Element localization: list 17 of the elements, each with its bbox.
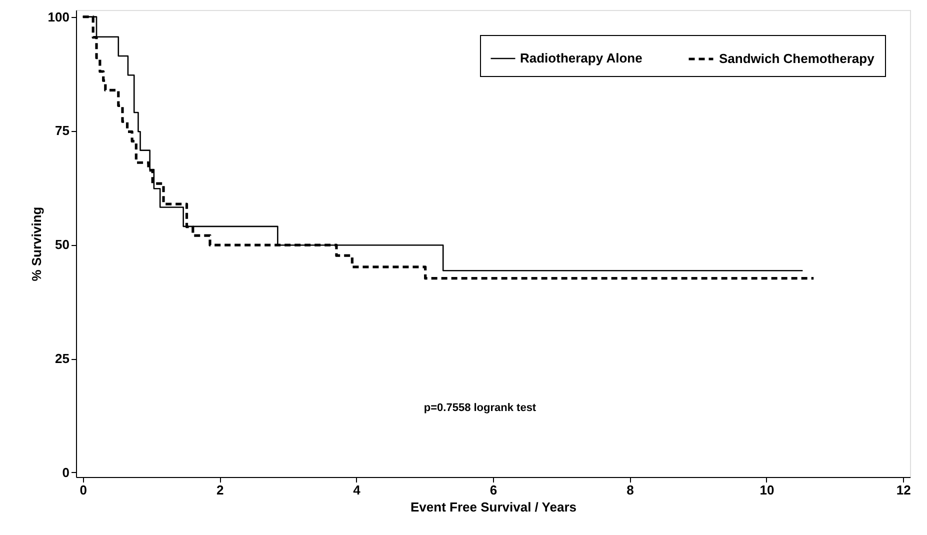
x-tick-label: 8: [626, 482, 634, 498]
x-tick-label: 6: [490, 482, 498, 498]
x-tick-label: 12: [896, 482, 911, 498]
y-tick-label: 100: [48, 9, 70, 24]
x-axis-title: Event Free Survival / Years: [410, 500, 576, 514]
annotation: p=0.7558 logrank test: [424, 402, 536, 414]
y-tick-label: 50: [55, 237, 70, 252]
x-tick-label: 10: [760, 482, 774, 498]
y-axis-title: % Surviving: [28, 206, 44, 282]
legend-label: Sandwich Chemotherapy: [719, 51, 876, 66]
y-tick-label: 0: [62, 464, 70, 480]
y-tick-label: 25: [55, 351, 70, 366]
x-tick-label: 4: [353, 482, 362, 498]
x-tick-label: 2: [216, 482, 224, 498]
y-tick-label: 75: [55, 123, 70, 138]
legend-label: Radiotherapy Alone: [520, 50, 642, 66]
x-tick-label: 0: [80, 482, 87, 498]
